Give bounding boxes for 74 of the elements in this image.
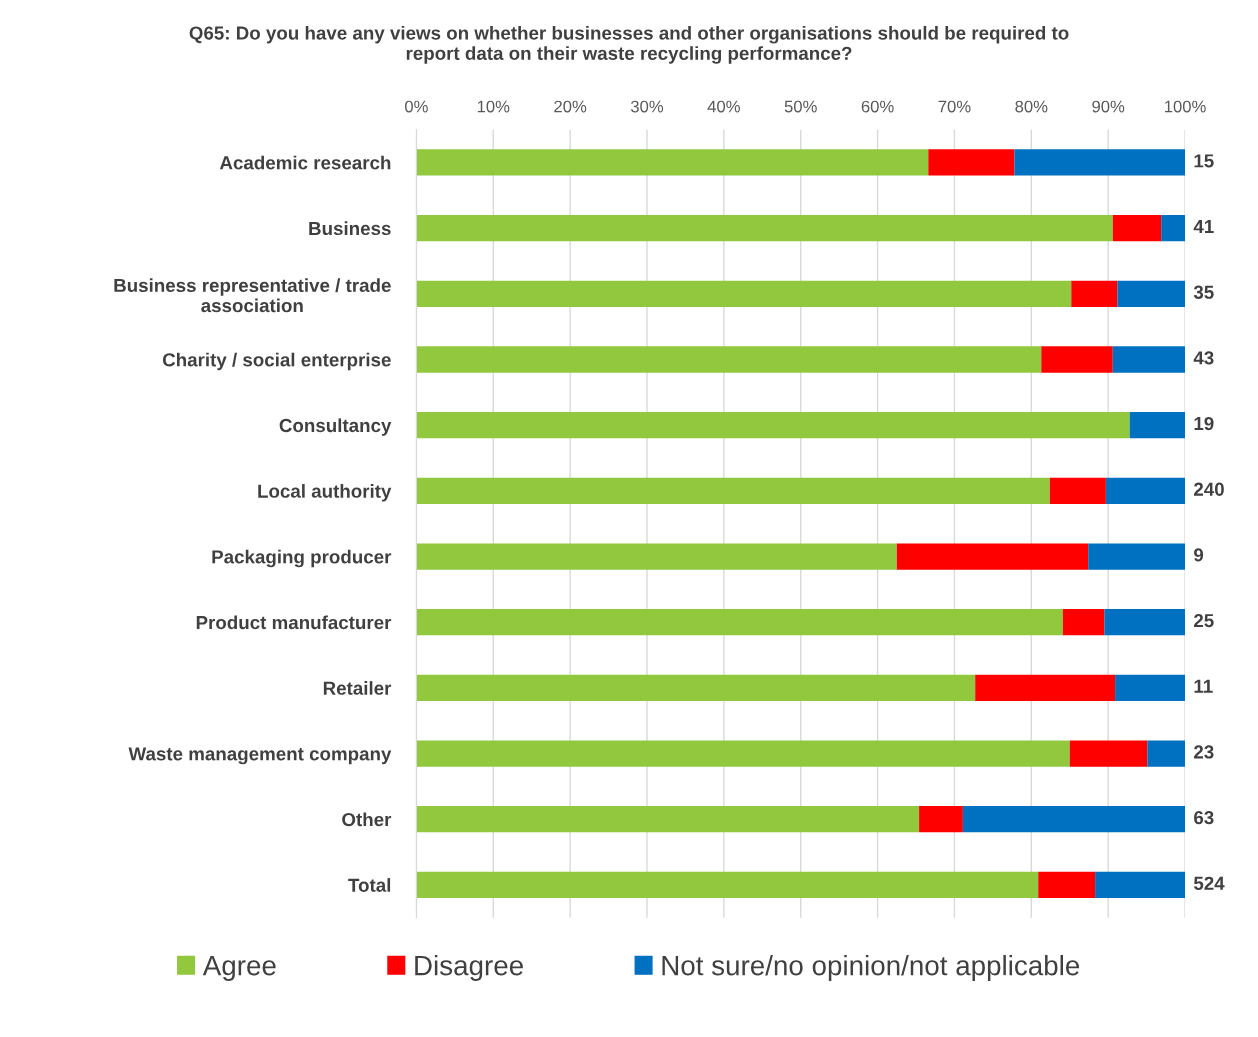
bar bbox=[416, 674, 976, 702]
bar bbox=[1014, 149, 1186, 176]
bar bbox=[975, 674, 1116, 702]
bar bbox=[1147, 740, 1186, 767]
legend-label: Disagree bbox=[415, 955, 523, 981]
x-tick-label: 0% bbox=[405, 100, 428, 113]
bar bbox=[1112, 215, 1162, 242]
text: 11 bbox=[1194, 679, 1213, 693]
text: 240 bbox=[1194, 482, 1224, 496]
bar bbox=[1161, 215, 1186, 242]
bar bbox=[416, 740, 1070, 767]
x-tick-label: 50% bbox=[784, 100, 817, 113]
bar bbox=[416, 280, 1072, 307]
bar bbox=[1049, 477, 1106, 504]
y-tick-label: Charity / social enterprise bbox=[162, 352, 391, 371]
bar bbox=[1071, 280, 1118, 307]
text: 19 bbox=[1194, 416, 1214, 431]
bar bbox=[1112, 346, 1186, 373]
bar bbox=[1062, 609, 1105, 636]
bar bbox=[1041, 346, 1113, 373]
bar bbox=[416, 215, 1113, 242]
x-tick-label: 80% bbox=[1015, 100, 1048, 113]
bar bbox=[962, 806, 1186, 833]
x-tick-label: 90% bbox=[1092, 100, 1125, 113]
y-tick-label: Business representative / trade association bbox=[114, 278, 391, 313]
chart-title: Q65: Do you have any views on whether businesses and other organisations should be required to report data on their waste recycling performance? bbox=[189, 25, 1069, 64]
y-tick-label: Retailer bbox=[323, 681, 392, 695]
bar bbox=[928, 149, 1015, 176]
text: 15 bbox=[1194, 154, 1214, 168]
bar bbox=[1095, 871, 1186, 899]
text: 41 bbox=[1193, 220, 1214, 233]
text: 63 bbox=[1194, 810, 1214, 825]
bar bbox=[416, 871, 1039, 899]
y-tick-label: Other bbox=[342, 812, 392, 827]
bar bbox=[416, 609, 1063, 636]
text: 9 bbox=[1194, 548, 1204, 562]
y-tick-label: Product manufacturer bbox=[196, 615, 392, 630]
bar bbox=[416, 412, 1130, 439]
bar bbox=[1069, 740, 1148, 767]
x-tick-label: 40% bbox=[707, 100, 740, 113]
bar bbox=[416, 543, 897, 570]
x-tick-label: 60% bbox=[861, 100, 894, 113]
x-tick-label: 100% bbox=[1164, 100, 1206, 113]
text: 43 bbox=[1193, 351, 1214, 365]
legend-label: Not sure/no opinion/not applicable bbox=[662, 955, 1080, 981]
text: 23 bbox=[1194, 745, 1214, 759]
y-tick-label: Academic research bbox=[219, 155, 391, 170]
x-tick-label: 10% bbox=[477, 100, 510, 113]
text: 25 bbox=[1194, 613, 1214, 628]
text: 35 bbox=[1193, 285, 1214, 299]
x-tick-label: 30% bbox=[630, 100, 664, 113]
bar bbox=[1088, 543, 1186, 570]
bar bbox=[1104, 609, 1186, 636]
bar bbox=[1038, 871, 1096, 899]
y-tick-label: Waste management company bbox=[128, 747, 392, 765]
bar bbox=[416, 346, 1042, 373]
y-tick-label: Local authority bbox=[258, 484, 392, 502]
text: 524 bbox=[1193, 876, 1225, 890]
bar bbox=[919, 806, 963, 833]
bar bbox=[416, 149, 929, 176]
x-tick-label: 20% bbox=[554, 100, 587, 113]
bar bbox=[416, 806, 920, 833]
y-tick-label: Consultancy bbox=[279, 418, 392, 436]
y-tick-label: Total bbox=[348, 878, 391, 892]
bar bbox=[1105, 477, 1186, 504]
bar bbox=[416, 477, 1050, 504]
y-tick-label: Packaging producer bbox=[212, 549, 392, 568]
bar bbox=[1117, 280, 1186, 307]
x-tick-label: 70% bbox=[938, 100, 971, 113]
bar bbox=[1129, 412, 1186, 439]
legend-label: Agree bbox=[202, 956, 276, 981]
bar bbox=[896, 543, 1089, 570]
y-tick-label: Business bbox=[309, 221, 391, 236]
bar bbox=[1115, 674, 1186, 702]
